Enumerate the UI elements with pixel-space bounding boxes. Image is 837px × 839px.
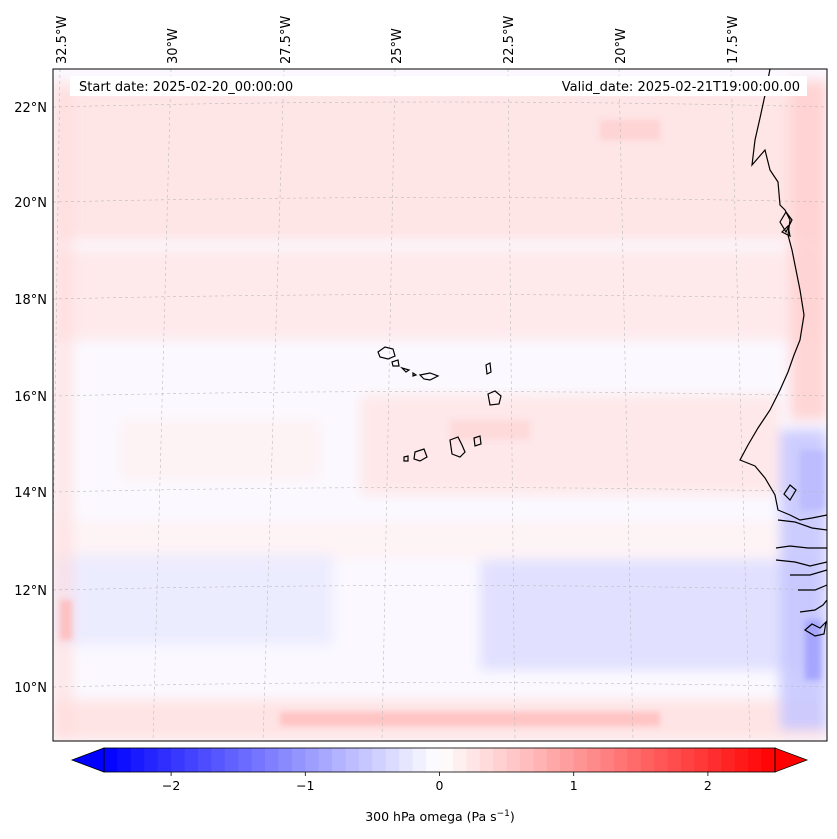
info-bar xyxy=(70,76,807,96)
island xyxy=(399,366,411,373)
colorbar-bin xyxy=(600,748,615,772)
island xyxy=(391,359,400,367)
map-frame xyxy=(52,68,828,742)
colorbar-bin xyxy=(358,748,373,772)
colorbar-bin xyxy=(385,748,400,772)
colorbar-bin xyxy=(761,748,776,772)
colorbar-tick-label: −1 xyxy=(296,778,314,793)
colorbar-bin xyxy=(278,748,293,772)
colorbar-bin xyxy=(734,748,749,772)
colorbar-bin xyxy=(318,748,333,772)
colorbar-bin xyxy=(681,748,696,772)
island xyxy=(418,372,440,381)
colorbar-bin xyxy=(748,748,763,772)
colorbar-bin xyxy=(479,748,494,772)
lat-label: 22°N xyxy=(14,101,47,116)
colorbar-extend-max xyxy=(774,747,809,773)
colorbar-bin xyxy=(546,748,561,772)
lat-label: 16°N xyxy=(14,390,47,405)
colorbar-extend-min xyxy=(70,747,105,773)
colorbar-bin xyxy=(707,748,722,772)
colorbar-bin xyxy=(587,748,602,772)
colorbar-bins xyxy=(104,748,776,772)
colorbar-bin xyxy=(144,748,159,772)
colorbar-bin xyxy=(627,748,642,772)
colorbar-bin xyxy=(265,748,280,772)
lat-label: 14°N xyxy=(14,486,47,501)
colorbar-bin xyxy=(452,748,467,772)
lat-label: 20°N xyxy=(14,196,47,211)
colorbar-bin xyxy=(130,748,145,772)
colorbar-bin xyxy=(117,748,132,772)
colorbar-tick-label: 0 xyxy=(436,778,444,793)
colorbar-bin xyxy=(493,748,508,772)
lon-label: 27.5°W xyxy=(279,16,294,64)
longitude-labels: 32.5°W 30°W 27.5°W 25°W 22.5°W 20°W 17.5… xyxy=(55,16,741,64)
island xyxy=(412,371,418,377)
colorbar-bin xyxy=(573,748,588,772)
lon-label: 17.5°W xyxy=(726,16,741,64)
coastline xyxy=(739,69,827,637)
lon-label: 20°W xyxy=(614,28,629,64)
colorbar-bin xyxy=(171,748,186,772)
colorbar-tick-label: 2 xyxy=(704,778,712,793)
colorbar-bin xyxy=(291,748,306,772)
colorbar-bin xyxy=(640,748,655,772)
island xyxy=(487,390,502,406)
colorbar-bin xyxy=(224,748,239,772)
colorbar-bin xyxy=(345,748,360,772)
colorbar-bin xyxy=(613,748,628,772)
colorbar-bin xyxy=(560,748,575,772)
colorbar-bin xyxy=(157,748,172,772)
colorbar-bin xyxy=(426,748,441,772)
colorbar-bin xyxy=(184,748,199,772)
omega-field xyxy=(53,80,827,740)
colorbar-bin xyxy=(412,748,427,772)
colorbar-bin xyxy=(694,748,709,772)
island xyxy=(449,436,466,458)
island xyxy=(377,346,396,360)
colorbar-bin xyxy=(466,748,481,772)
colorbar-tick-label: 1 xyxy=(570,778,578,793)
colorbar-bin xyxy=(238,748,253,772)
colorbar-bin xyxy=(533,748,548,772)
latitude-labels: 22°N 20°N 18°N 16°N 14°N 12°N 10°N xyxy=(14,101,47,696)
colorbar-tick-label: −2 xyxy=(162,778,180,793)
lon-label: 22.5°W xyxy=(502,16,517,64)
colorbar-bin xyxy=(520,748,535,772)
island xyxy=(473,435,482,447)
lat-label: 12°N xyxy=(14,584,47,599)
lat-label: 18°N xyxy=(14,293,47,308)
colorbar-bin xyxy=(721,748,736,772)
colorbar-bin xyxy=(506,748,521,772)
colorbar-bin xyxy=(104,748,119,772)
lon-label: 30°W xyxy=(166,28,181,64)
colorbar-bin xyxy=(439,748,454,772)
colorbar-bin xyxy=(372,748,387,772)
island xyxy=(413,448,428,462)
colorbar-bin xyxy=(305,748,320,772)
lat-label: 10°N xyxy=(14,681,47,696)
lon-label: 32.5°W xyxy=(55,16,70,64)
colorbar-bin xyxy=(332,748,347,772)
start-date-label: Start date: 2025-02-20_00:00:00 xyxy=(79,80,293,95)
colorbar-label: 300 hPa omega (Pa s−1) xyxy=(365,809,515,824)
colorbar-bin xyxy=(251,748,266,772)
colorbar-bin xyxy=(197,748,212,772)
cape-verde-islands xyxy=(377,346,502,462)
graticule xyxy=(53,69,827,741)
lon-label: 25°W xyxy=(390,28,405,64)
island xyxy=(403,455,409,462)
colorbar: −2 −1 0 1 2 300 hPa omega (Pa s−1) xyxy=(70,747,809,824)
colorbar-bin xyxy=(211,748,226,772)
colorbar-bin xyxy=(667,748,682,772)
valid-date-label: Valid_date: 2025-02-21T19:00:00.00 xyxy=(562,80,800,95)
island xyxy=(485,362,492,375)
colorbar-bin xyxy=(654,748,669,772)
colorbar-ticks: −2 −1 0 1 2 xyxy=(162,772,712,793)
colorbar-bin xyxy=(399,748,414,772)
